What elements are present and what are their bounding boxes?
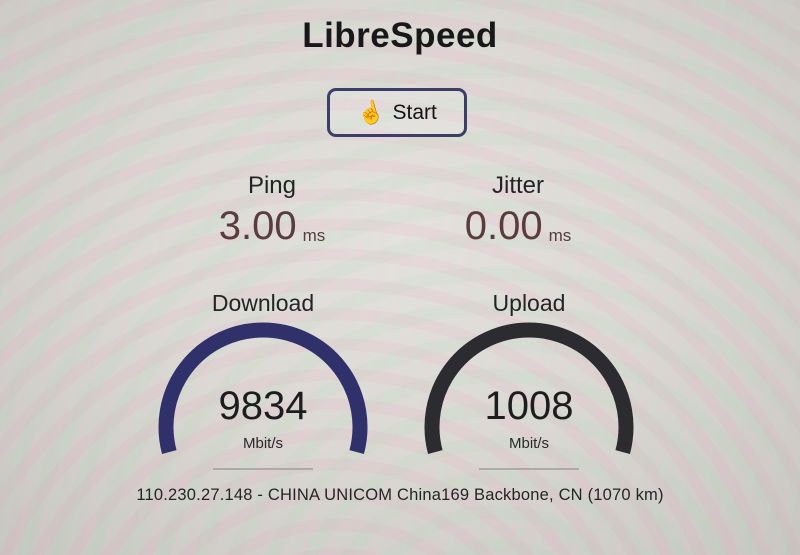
upload-unit: Mbit/s [508,435,549,452]
download-value: 9834 [218,384,308,428]
jitter-label: Jitter [491,172,544,199]
ping-value-number: 3.00 [218,204,297,248]
download-unit: Mbit/s [242,435,283,452]
ping-value: 3.00 ms [162,205,382,247]
jitter-metric: Jitter 0.00 ms [408,172,628,247]
start-button[interactable]: ☝ Start [327,88,467,137]
hand-pointer-icon: ☝ [354,96,388,128]
ping-metric: Ping 3.00 ms [162,172,382,247]
start-button-label: Start [392,100,437,124]
download-gauge-arc [158,322,368,455]
upload-progress-bar [479,468,579,470]
upload-value: 1008 [484,384,574,428]
download-label: Download [211,290,315,316]
download-gauge: Download 9834 Mbit/s [153,290,373,482]
jitter-unit: ms [548,226,572,245]
upload-label: Upload [492,290,566,316]
download-progress-bar [213,468,313,470]
jitter-value: 0.00 ms [408,205,628,247]
server-info-text: 110.230.27.148 - CHINA UNICOM China169 B… [136,486,664,504]
upload-gauge: Upload 1008 Mbit/s [419,290,639,482]
jitter-value-number: 0.00 [464,204,543,248]
ping-unit: ms [302,226,326,245]
ping-label: Ping [247,172,297,199]
upload-gauge-arc [424,322,634,455]
page-title: LibreSpeed [302,16,498,55]
